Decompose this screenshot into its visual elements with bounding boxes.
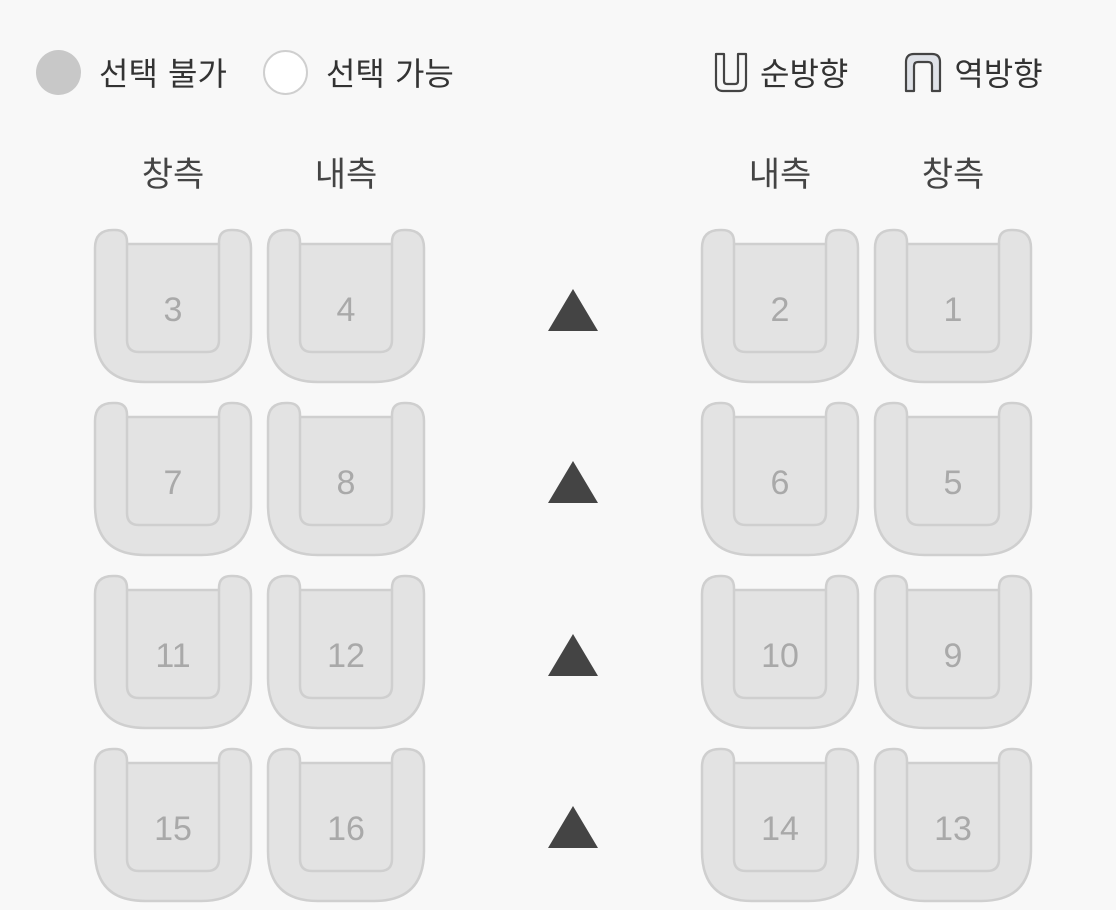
seat-right-aisle[interactable]: 2: [700, 228, 860, 384]
seat-number: 3: [163, 291, 183, 329]
seat-shape-icon: [93, 574, 253, 730]
seat-number: 5: [943, 464, 963, 502]
legend-unavailable-label: 선택 불가: [99, 55, 227, 93]
seat-right-window[interactable]: 5: [873, 401, 1033, 557]
seat-number: 11: [155, 637, 191, 675]
seat-left-aisle[interactable]: 8: [266, 401, 426, 557]
seat-right-window[interactable]: 1: [873, 228, 1033, 384]
legend-forward: 순방향: [712, 49, 848, 95]
seat-shape-icon: [266, 228, 426, 384]
seat-number: 2: [770, 291, 790, 329]
seat-shape-icon: [93, 747, 253, 903]
seat-right-window[interactable]: 13: [873, 747, 1033, 903]
seat-left-window[interactable]: 7: [93, 401, 253, 557]
seat-shape-icon: [873, 574, 1033, 730]
seat-shape-icon: [93, 401, 253, 557]
available-circle-icon: [262, 49, 308, 95]
seat-shape-icon: [873, 401, 1033, 557]
seat-number: 10: [761, 637, 799, 675]
legend-direction: 순방향 역방향: [712, 45, 1043, 99]
legend-available: 선택 가능: [262, 49, 454, 95]
legend-availability: 선택 불가 선택 가능: [36, 45, 454, 99]
seat-shape-icon: [700, 401, 860, 557]
column-header-right-window: 창측: [921, 155, 985, 195]
direction-triangle-up-icon: [548, 806, 598, 848]
seat-right-aisle[interactable]: 6: [700, 401, 860, 557]
seat-shape-icon: [873, 228, 1033, 384]
column-header-left-window: 창측: [141, 155, 205, 195]
direction-triangle-up-icon: [548, 289, 598, 331]
seat-shape-icon: [266, 574, 426, 730]
seat-number: 6: [770, 464, 790, 502]
seat-right-aisle[interactable]: 14: [700, 747, 860, 903]
column-header-right-aisle: 내측: [748, 155, 812, 195]
seat-left-aisle[interactable]: 4: [266, 228, 426, 384]
seat-right-window[interactable]: 9: [873, 574, 1033, 730]
seat-number: 9: [943, 637, 963, 675]
seat-number: 12: [327, 637, 365, 675]
seat-number: 4: [336, 291, 356, 329]
column-header-left-aisle: 내측: [314, 155, 378, 195]
seat-left-aisle[interactable]: 12: [266, 574, 426, 730]
seat-left-window[interactable]: 15: [93, 747, 253, 903]
legend-reverse: 역방향: [902, 49, 1043, 95]
seat-left-window[interactable]: 3: [93, 228, 253, 384]
seat-number: 15: [154, 810, 192, 848]
seat-number: 14: [761, 810, 799, 848]
seat-shape-icon: [700, 574, 860, 730]
seat-right-aisle[interactable]: 10: [700, 574, 860, 730]
unavailable-circle-icon: [36, 49, 81, 95]
legend-unavailable: 선택 불가: [36, 49, 227, 95]
seat-number: 7: [163, 464, 183, 502]
legend-available-label: 선택 가능: [325, 55, 454, 93]
seat-number: 1: [943, 291, 963, 329]
seat-number: 16: [327, 810, 365, 848]
reverse-seat-icon: [905, 52, 942, 93]
legend-reverse-label: 역방향: [954, 55, 1043, 93]
seat-shape-icon: [266, 401, 426, 557]
seat-left-aisle[interactable]: 16: [266, 747, 426, 903]
legend-forward-label: 순방향: [760, 55, 849, 93]
seat-number: 8: [336, 464, 356, 502]
seat-left-window[interactable]: 11: [93, 574, 253, 730]
seat-shape-icon: [266, 747, 426, 903]
seat-shape-icon: [700, 228, 860, 384]
seat-shape-icon: [873, 747, 1033, 903]
seat-shape-icon: [700, 747, 860, 903]
seat-number: 13: [934, 810, 972, 848]
seat-shape-icon: [93, 228, 253, 384]
direction-triangle-up-icon: [548, 634, 598, 676]
forward-seat-icon: [714, 52, 748, 93]
direction-triangle-up-icon: [548, 461, 598, 503]
